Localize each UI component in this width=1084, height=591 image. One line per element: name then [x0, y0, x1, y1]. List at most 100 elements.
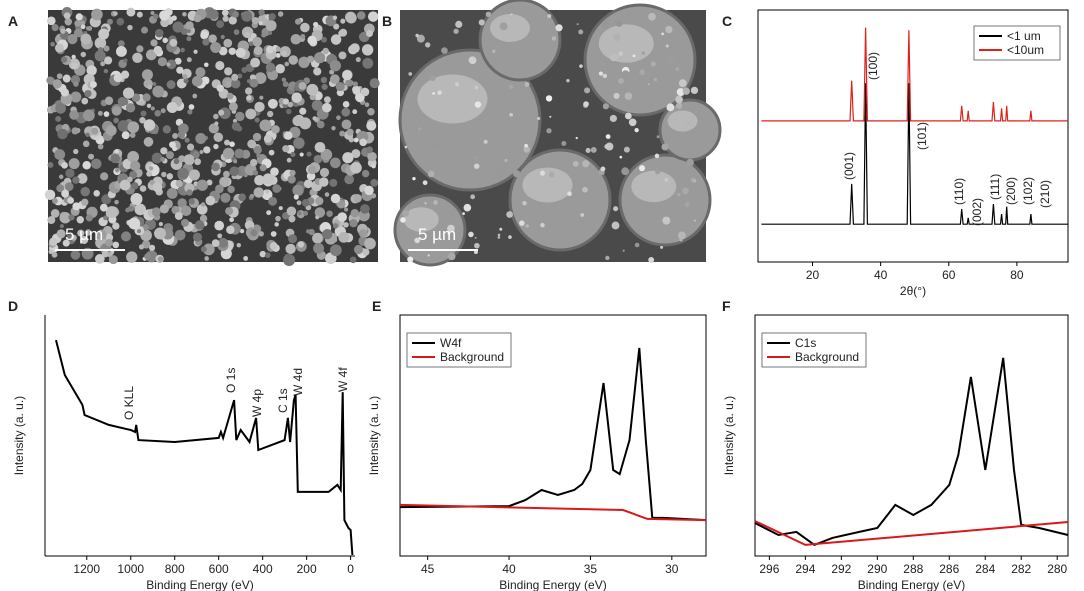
sem-grain — [463, 203, 472, 212]
x-tick-label: 40 — [874, 268, 888, 282]
panel-label: D — [8, 298, 18, 314]
sem-grain — [275, 52, 281, 58]
sem-grain — [555, 24, 563, 32]
sem-grain — [353, 137, 359, 143]
sem-grain — [226, 225, 235, 235]
sem-grain — [84, 89, 92, 98]
sem-grain — [306, 151, 312, 157]
sem-grain — [298, 56, 310, 69]
sem-grain — [50, 208, 60, 218]
sem-grain — [208, 34, 217, 43]
sem-grain — [631, 170, 677, 203]
sem-grain — [274, 222, 279, 227]
sem-grain — [185, 21, 194, 30]
sem-grain — [259, 250, 267, 258]
sem-grain — [173, 158, 180, 165]
sem-grain — [250, 229, 258, 237]
sem-grain — [585, 147, 591, 153]
sem-grain — [474, 163, 480, 169]
sem-grain — [598, 24, 654, 63]
sem-grain — [424, 202, 427, 205]
sem-grain — [284, 131, 293, 140]
sem-grain — [250, 158, 258, 167]
plot-frame — [754, 314, 1069, 557]
sem-grain — [254, 101, 265, 113]
sem-grain — [641, 51, 645, 55]
sem-grain — [549, 115, 552, 118]
sem-grain — [403, 207, 439, 232]
sem-grain — [675, 95, 683, 104]
sem-grain — [46, 76, 54, 84]
sem-grain — [208, 123, 219, 134]
sem-grain — [162, 125, 171, 134]
sem-grain — [129, 132, 136, 139]
sem-grain — [679, 238, 683, 242]
sem-grain — [336, 88, 345, 97]
x-tick-label: 294 — [795, 562, 815, 576]
sem-grain — [306, 229, 311, 234]
sem-grain — [142, 93, 151, 102]
sem-grain — [91, 127, 99, 135]
sem-grain — [579, 64, 583, 68]
sem-grain — [252, 170, 259, 176]
sem-grain — [307, 165, 317, 175]
sem-grain — [497, 236, 501, 239]
sem-grain — [134, 203, 147, 216]
sem-grain — [233, 29, 240, 35]
sem-grain — [474, 236, 477, 239]
sem-grain — [404, 145, 408, 149]
sem-grain — [151, 152, 163, 164]
sem-grain — [150, 39, 158, 47]
sem-grain — [228, 47, 236, 55]
sem-grain — [329, 178, 338, 187]
sem-grain — [103, 56, 113, 65]
sem-grain — [321, 36, 328, 43]
sem-grain — [330, 244, 342, 257]
data-line — [55, 339, 354, 556]
sem-grain — [211, 162, 220, 172]
sem-grain — [267, 98, 278, 109]
sem-grain — [121, 98, 129, 106]
sem-grain — [418, 127, 422, 131]
sem-grain — [259, 119, 272, 132]
x-tick-label: 284 — [975, 562, 995, 576]
x-tick-label: 0 — [347, 562, 354, 576]
sem-grain — [357, 11, 366, 20]
sem-grain — [97, 110, 103, 116]
sem-grain — [684, 202, 690, 208]
sem-grain — [338, 51, 347, 60]
sem-grain — [268, 13, 276, 21]
x-tick-label: 40 — [502, 562, 516, 576]
sem-grain — [362, 57, 374, 69]
sem-grain — [602, 103, 610, 110]
y-axis-label: Intensity (a. u.) — [12, 396, 26, 475]
sem-grain — [666, 56, 674, 65]
sem-grain — [270, 231, 277, 237]
sem-grain — [618, 78, 624, 84]
sem-grain — [686, 158, 694, 167]
sem-grain — [299, 117, 312, 130]
sem-grain — [332, 223, 339, 229]
sem-grain — [82, 160, 91, 170]
sem-grain — [330, 193, 341, 204]
sem-grain — [613, 206, 619, 212]
sem-grain — [499, 22, 508, 31]
sem-grain — [605, 255, 610, 261]
x-axis-label: 2θ(°) — [900, 284, 926, 298]
sem-grain — [223, 170, 230, 178]
sem-grain — [113, 73, 123, 83]
legend-label: Background — [795, 350, 859, 364]
sem-grain — [660, 245, 664, 249]
sem-grain — [56, 229, 66, 239]
sem-grain — [192, 232, 203, 242]
sem-grain — [590, 214, 596, 221]
sem-grain — [146, 103, 152, 109]
sem-grain — [159, 204, 169, 214]
sem-grain — [440, 135, 444, 140]
sem-grain — [85, 132, 90, 138]
sem-grain — [71, 62, 78, 69]
sem-grain — [624, 92, 633, 100]
sem-grain — [634, 127, 639, 133]
sem-grain — [218, 109, 225, 116]
